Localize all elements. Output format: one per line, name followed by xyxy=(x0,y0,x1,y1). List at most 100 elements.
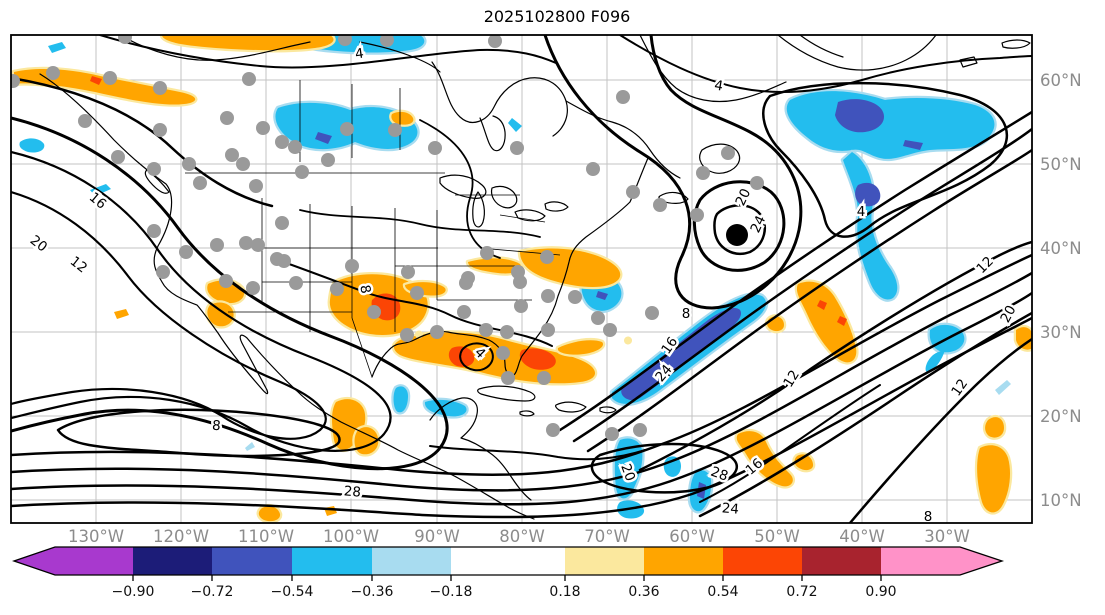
anomaly-region xyxy=(90,76,102,85)
station-dot xyxy=(118,35,132,44)
station-dot xyxy=(645,306,659,320)
contour-line xyxy=(429,445,646,461)
anomaly-region xyxy=(90,184,111,196)
colorbar-tick-label: 0.36 xyxy=(628,584,659,600)
station-dot xyxy=(514,299,528,313)
anomaly-region xyxy=(855,182,881,207)
contour-label: 28 xyxy=(343,483,362,500)
lat-tick-label: 10°N xyxy=(1040,491,1082,510)
coastline xyxy=(477,385,536,402)
contour-line xyxy=(698,311,1032,518)
station-dot xyxy=(249,179,263,193)
contour-label: 8 xyxy=(682,306,691,322)
contour-label: 24 xyxy=(721,500,740,517)
colorbar-tick-label: 0.72 xyxy=(786,584,817,600)
lon-tick-label: 70°W xyxy=(584,527,630,546)
station-dot xyxy=(288,140,302,154)
station-dot xyxy=(147,162,161,176)
coastline xyxy=(39,73,535,520)
anomaly-region xyxy=(837,316,847,326)
station-dot xyxy=(540,250,554,264)
anomaly-region xyxy=(256,504,283,523)
colorbar-segment xyxy=(644,547,723,575)
contour-line xyxy=(11,253,1032,477)
contour-line xyxy=(56,408,341,458)
station-dot xyxy=(246,281,260,295)
anomaly-region xyxy=(555,338,606,357)
contour-line xyxy=(572,127,1032,443)
station-dot xyxy=(546,423,560,437)
coastline xyxy=(544,201,569,212)
lat-tick-label: 30°N xyxy=(1040,323,1082,342)
station-dot xyxy=(78,114,92,128)
station-dot xyxy=(488,35,502,48)
colorbar-segment xyxy=(372,547,451,575)
anomaly-region xyxy=(519,348,556,370)
colorbar-segment xyxy=(55,547,133,575)
contour-line xyxy=(11,190,327,440)
colorbar-segment xyxy=(723,547,802,575)
station-dot xyxy=(156,265,170,279)
station-dot xyxy=(541,289,555,303)
station-dot xyxy=(256,121,270,135)
station-dot xyxy=(633,423,647,437)
station-dot xyxy=(541,323,555,337)
contour-line xyxy=(586,148,1032,453)
lat-tick-label: 50°N xyxy=(1040,155,1082,174)
colorbar-tick-label: −0.36 xyxy=(351,584,394,600)
state-border xyxy=(499,214,546,223)
station-dot xyxy=(289,276,303,290)
lon-tick-label: 100°W xyxy=(323,527,379,546)
anomaly-region xyxy=(508,118,522,132)
station-dot xyxy=(321,153,335,167)
station-dot xyxy=(696,166,710,180)
station-dot xyxy=(338,35,352,46)
contour-line xyxy=(419,119,501,259)
anomaly-region xyxy=(982,415,1007,440)
map-frame xyxy=(10,34,1033,524)
station-dot xyxy=(103,71,117,85)
anomaly-region xyxy=(205,300,236,329)
station-dot xyxy=(153,81,167,95)
station-dot xyxy=(513,275,527,289)
contour-line xyxy=(692,180,786,272)
lat-tick-label: 20°N xyxy=(1040,407,1082,426)
contour-line xyxy=(11,76,274,208)
station-dot xyxy=(388,123,402,137)
page-title: 2025102800 F096 xyxy=(484,7,631,26)
anomaly-region xyxy=(245,442,255,451)
station-dot xyxy=(239,236,253,250)
contour-line xyxy=(590,442,738,494)
coastline xyxy=(777,35,937,71)
anomaly-region xyxy=(623,336,633,345)
station-dot xyxy=(153,123,167,137)
colorbar-segment xyxy=(292,547,372,575)
colorbar-segment xyxy=(451,547,565,575)
contour-line xyxy=(459,342,494,372)
coastline xyxy=(959,56,978,68)
station-dot xyxy=(251,238,265,252)
station-dot xyxy=(0,198,11,212)
station-dot xyxy=(586,162,600,176)
coastline xyxy=(1001,39,1031,49)
contour-lines xyxy=(11,35,1032,523)
coastline xyxy=(371,157,649,378)
anomaly-region xyxy=(114,309,129,319)
station-dot xyxy=(46,66,60,80)
station-dot xyxy=(210,238,224,252)
station-dot xyxy=(220,111,234,125)
station-dots xyxy=(0,35,764,441)
colorbar-segment xyxy=(212,547,292,575)
coastline xyxy=(699,143,741,174)
station-dot xyxy=(295,165,309,179)
station-dot xyxy=(568,290,582,304)
station-dot xyxy=(605,427,619,441)
colorbar-tick-label: −0.18 xyxy=(430,584,473,600)
contour-line xyxy=(99,35,557,69)
colorbar-tick-label: 0.90 xyxy=(865,584,896,600)
station-dot xyxy=(225,148,239,162)
anomaly-region xyxy=(995,380,1011,395)
coastline xyxy=(490,185,518,209)
